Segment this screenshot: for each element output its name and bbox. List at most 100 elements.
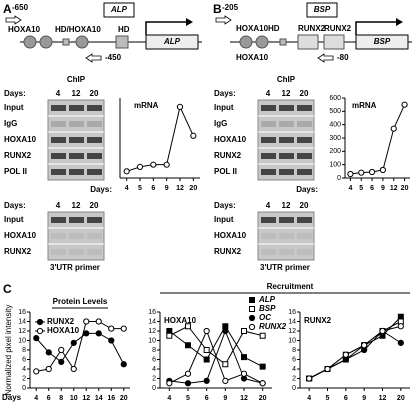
gel-band: [51, 153, 66, 159]
point: [83, 330, 90, 337]
point: [342, 351, 349, 358]
x-tick-label: 4: [348, 185, 352, 192]
promoter-arrow-head: [186, 18, 193, 26]
legend-label: BSP: [259, 304, 276, 313]
series-line: [350, 104, 406, 175]
point: [185, 342, 191, 349]
y-tick-label: 300: [329, 135, 341, 142]
site-label: HD/HOXA10: [55, 25, 101, 34]
binding-site: [279, 38, 287, 46]
legend-marker: [36, 318, 44, 326]
y-tick-label: 2: [292, 375, 296, 382]
gel-band: [69, 105, 84, 111]
point: [306, 375, 313, 382]
promoter-arrow: [355, 21, 396, 35]
point: [379, 327, 386, 335]
x-tick-label: 9: [165, 185, 169, 192]
y-tick-label: 8: [292, 347, 296, 354]
lane-label: 20: [90, 89, 99, 98]
binding-site: [297, 34, 319, 50]
legend-label: OC: [259, 313, 271, 322]
series-line: [308, 316, 402, 379]
point: [222, 361, 229, 368]
x-tick-label: 6: [47, 395, 51, 402]
binding-site: [239, 35, 253, 49]
binding-site: [255, 35, 269, 49]
panel-label: B: [213, 2, 222, 16]
legend-marker: [249, 297, 255, 303]
point: [176, 103, 184, 110]
gel-caption: 3'UTR primer: [50, 263, 100, 272]
x-tick-label: 5: [186, 395, 190, 402]
gel-band: [279, 169, 294, 175]
y-axis-label: Normalized pixel intensity: [4, 305, 13, 396]
x-tick-label: 20: [397, 395, 405, 402]
lane-label: 4: [266, 89, 271, 98]
gel-band: [261, 121, 276, 127]
gene-tag: ALP: [110, 5, 128, 14]
x-tick-label: 12: [379, 395, 387, 402]
gel-band: [87, 217, 102, 223]
gel-band: [87, 233, 102, 239]
y-tick-label: 0: [152, 385, 156, 392]
series-line: [169, 329, 263, 384]
point: [324, 365, 331, 373]
gel-band: [87, 169, 102, 175]
legend-marker: [248, 323, 256, 331]
x-tick-label: 20: [401, 185, 409, 192]
gel-band: [261, 249, 276, 255]
chart-title: RUNX2: [304, 316, 332, 325]
arrow: [317, 53, 334, 63]
chip-title: ChIP: [277, 75, 296, 84]
point: [259, 380, 266, 387]
gel-band: [279, 105, 294, 111]
legend-label: ALP: [258, 295, 276, 304]
point: [123, 168, 130, 175]
gel-band: [51, 233, 66, 239]
y-tick-label: 16: [288, 309, 296, 316]
y-tick-label: 6: [152, 356, 156, 363]
legend-marker: [248, 314, 256, 322]
panel-label: A: [3, 2, 12, 16]
point: [150, 161, 157, 168]
point: [379, 166, 387, 174]
point: [95, 330, 102, 337]
x-tick-label: 6: [344, 395, 348, 402]
x-tick-label: 9: [362, 395, 366, 402]
y-tick-label: 10: [18, 337, 26, 344]
point: [120, 325, 127, 332]
point: [33, 368, 40, 375]
gene-tag-box: [103, 2, 135, 18]
gel-band: [279, 121, 294, 127]
x-tick-label: 6: [205, 395, 209, 402]
point: [184, 370, 192, 377]
series-line: [169, 325, 263, 365]
point: [203, 347, 210, 353]
lane-label: 4: [56, 89, 61, 98]
gel-band: [297, 249, 312, 255]
series-line: [169, 325, 263, 368]
arrow: [85, 53, 102, 63]
x-tick-label: 4: [167, 395, 171, 402]
x-tick-label: 16: [107, 395, 115, 402]
x-tick-label: 20: [189, 185, 197, 192]
row-label: RUNX2: [214, 247, 242, 256]
y-tick-label: 0: [22, 385, 26, 392]
lane-label: 20: [300, 89, 309, 98]
point: [347, 170, 354, 178]
gel-band: [87, 153, 102, 159]
row-label: HOXA10: [4, 231, 37, 240]
x-tick-label: 20: [120, 395, 128, 402]
gel-band: [69, 137, 84, 143]
series-line: [308, 325, 401, 379]
binding-site: [62, 38, 70, 46]
x-tick-label: 5: [359, 185, 363, 192]
point: [358, 169, 365, 176]
x-tick-label: 4: [34, 395, 38, 402]
point: [70, 339, 77, 346]
y-tick-label: 16: [18, 309, 26, 316]
chart-title: mRNA: [134, 101, 159, 110]
gel-band: [261, 169, 276, 175]
gene-box: [145, 34, 199, 50]
point: [190, 132, 197, 139]
